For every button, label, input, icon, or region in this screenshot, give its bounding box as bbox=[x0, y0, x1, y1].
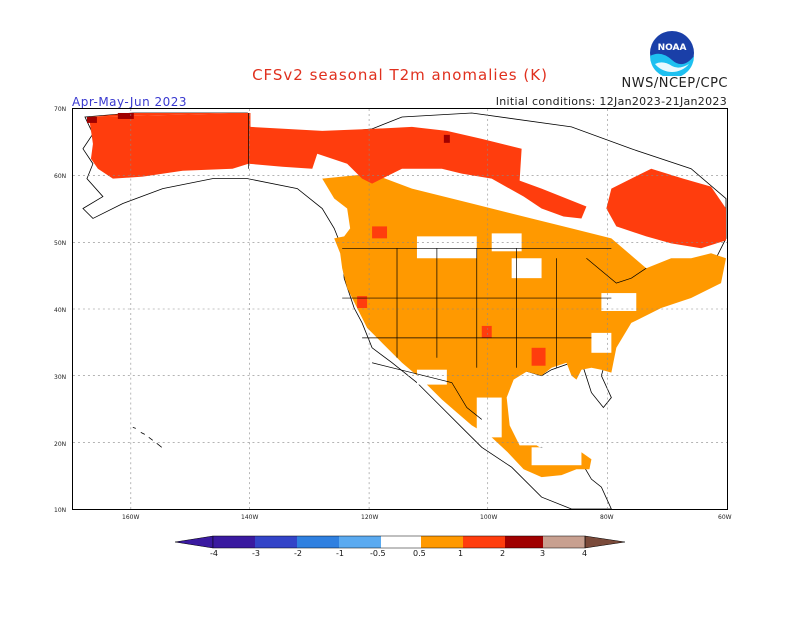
colorbar-bin-neg2 bbox=[297, 536, 339, 548]
colorbar-label: -1 bbox=[336, 549, 344, 558]
colorbar-label: -3 bbox=[252, 549, 260, 558]
colorbar-bin-neg1 bbox=[339, 536, 381, 548]
colorbar-label: 4 bbox=[582, 549, 588, 558]
lat-label-20n: 20N bbox=[54, 441, 67, 448]
colorbar-arrow-min bbox=[175, 535, 214, 549]
lon-label-120w: 120W bbox=[361, 514, 379, 521]
logo-text: NOAA bbox=[658, 43, 687, 53]
lon-label-60w: 60W bbox=[718, 514, 732, 521]
colorbar-label: 2 bbox=[500, 549, 506, 558]
colorbar-label: 0.5 bbox=[413, 549, 426, 558]
lon-label-80w: 80W bbox=[600, 514, 614, 521]
map-title: CFSv2 seasonal T2m anomalies (K) bbox=[252, 66, 548, 84]
colorbar-label: -0.5 bbox=[370, 549, 386, 558]
anomaly-1-to-2-region bbox=[88, 112, 727, 366]
lon-label-160w: 160W bbox=[122, 514, 140, 521]
colorbar-label: 3 bbox=[540, 549, 546, 558]
colorbar-arrow-max bbox=[584, 535, 625, 549]
noaa-logo: NOAA bbox=[650, 31, 694, 76]
colorbar bbox=[175, 535, 625, 549]
no-signal-patches bbox=[416, 233, 637, 466]
colorbar-bin-pos1 bbox=[463, 536, 505, 548]
hawaii-islands bbox=[132, 427, 162, 448]
lat-label-70n: 70N bbox=[54, 106, 67, 113]
lat-label-50n: 50N bbox=[54, 240, 67, 247]
lat-label-40n: 40N bbox=[54, 307, 67, 314]
colorbar-bin-neg4 bbox=[213, 536, 255, 548]
anomaly-2-to-3-region bbox=[86, 112, 450, 143]
lat-label-10n: 10N bbox=[54, 507, 67, 514]
agency-label: NWS/NCEP/CPC bbox=[621, 76, 728, 91]
initial-conditions-label: Initial conditions: 12Jan2023-21Jan2023 bbox=[495, 95, 727, 108]
colorbar-label: 1 bbox=[458, 549, 464, 558]
colorbar-bin-pos05 bbox=[421, 536, 463, 548]
lat-label-30n: 30N bbox=[54, 374, 67, 381]
lon-label-140w: 140W bbox=[241, 514, 259, 521]
lon-label-100w: 100W bbox=[480, 514, 498, 521]
political-borders bbox=[248, 112, 647, 420]
colorbar-bin-pos2 bbox=[505, 536, 543, 548]
colorbar-label: -4 bbox=[210, 549, 218, 558]
season-label: Apr-May-Jun 2023 bbox=[72, 95, 188, 109]
colorbar-bin-neg3 bbox=[255, 536, 297, 548]
colorbar-bin-neutral bbox=[381, 536, 421, 548]
colorbar-bin-pos3 bbox=[543, 536, 585, 548]
lat-label-60n: 60N bbox=[54, 173, 67, 180]
colorbar-label: -2 bbox=[294, 549, 302, 558]
anomaly-map bbox=[72, 108, 728, 510]
